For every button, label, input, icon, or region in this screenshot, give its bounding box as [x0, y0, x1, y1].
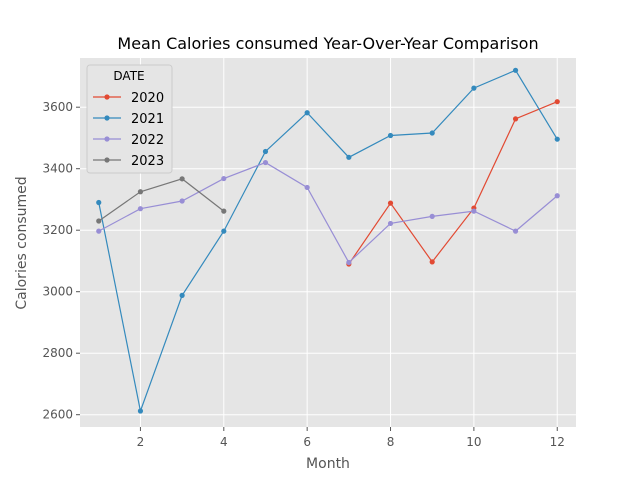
legend-swatch-marker: [104, 115, 110, 121]
data-point-2023: [137, 189, 144, 195]
y-tick-label: 3400: [42, 162, 73, 176]
series-layer: [96, 67, 560, 414]
chart-title: Mean Calories consumed Year-Over-Year Co…: [117, 34, 538, 53]
y-axis-label: Calories consumed: [14, 176, 30, 309]
data-point-2022: [554, 193, 560, 199]
data-point-2021: [471, 85, 477, 91]
series-line-2021: [98, 69, 558, 414]
data-point-2021: [429, 130, 435, 136]
data-point-2021: [554, 136, 560, 142]
data-point-2022: [221, 175, 227, 182]
y-tick-label: 3200: [42, 223, 73, 237]
legend-label: 2022: [131, 133, 164, 148]
data-point-2021: [512, 67, 519, 73]
data-point-2021: [304, 110, 310, 116]
data-point-2020: [554, 99, 560, 105]
data-point-2022: [179, 198, 185, 204]
y-tick-label: 2800: [42, 346, 73, 360]
legend-entry-2022: 2022: [93, 133, 164, 148]
data-point-2022: [96, 228, 102, 234]
data-point-2022: [471, 208, 477, 214]
series-2023: [96, 176, 227, 224]
y-tick-label: 3000: [42, 285, 73, 299]
data-point-2022: [429, 213, 435, 219]
data-point-2023: [96, 218, 102, 224]
data-point-2022: [304, 184, 310, 191]
y-tick-label: 3600: [42, 100, 73, 114]
legend-entry-2023: 2023: [93, 154, 164, 169]
data-point-2021: [346, 154, 352, 160]
x-tick-label: 6: [303, 435, 311, 449]
legend-label: 2020: [131, 91, 164, 106]
data-point-2021: [262, 148, 269, 155]
legend: DATE 2020 2021 2022 2023: [86, 64, 173, 174]
data-point-2022: [387, 220, 394, 227]
legend-swatch-marker: [104, 94, 110, 100]
data-point-2021: [96, 199, 102, 206]
data-point-2020: [429, 259, 435, 265]
x-axis-label: Month: [306, 456, 350, 472]
legend-swatch-marker: [104, 136, 110, 142]
legend-title: DATE: [113, 69, 144, 83]
data-point-2021: [179, 292, 185, 298]
x-tick-label: 2: [137, 435, 145, 449]
x-tick-label: 4: [220, 435, 228, 449]
data-point-2023: [221, 208, 227, 214]
data-point-2020: [512, 116, 519, 122]
data-point-2020: [387, 200, 394, 206]
data-point-2022: [512, 228, 519, 234]
series-line-2020: [348, 101, 558, 265]
data-point-2023: [179, 176, 185, 182]
data-point-2022: [346, 259, 352, 266]
legend-swatch-marker: [104, 157, 110, 163]
x-tick-label: 10: [466, 435, 481, 449]
grid-lines: [80, 58, 576, 427]
x-tick-label: 8: [387, 435, 395, 449]
series-line-2023: [98, 178, 225, 222]
data-point-2022: [262, 159, 269, 166]
y-axis-ticks: 2600 2800 3000 3200 3400 3600: [42, 100, 80, 422]
series-2022: [96, 159, 560, 266]
legend-entry-2021: 2021: [93, 112, 164, 127]
series-line-2022: [98, 161, 558, 264]
legend-label: 2021: [131, 112, 164, 127]
legend-entry-2020: 2020: [93, 91, 164, 106]
y-tick-label: 2600: [42, 408, 73, 422]
data-point-2021: [221, 228, 227, 234]
data-point-2021: [387, 132, 394, 139]
legend-entries: 2020 2021 2022 2023: [93, 91, 164, 169]
legend-box: [86, 64, 173, 174]
series-2021: [96, 67, 560, 414]
data-point-2022: [137, 206, 144, 212]
data-point-2021: [137, 408, 144, 414]
x-axis-ticks: 2 4 6 8 10 12: [137, 427, 565, 449]
x-tick-label: 12: [550, 435, 565, 449]
legend-label: 2023: [131, 154, 164, 169]
